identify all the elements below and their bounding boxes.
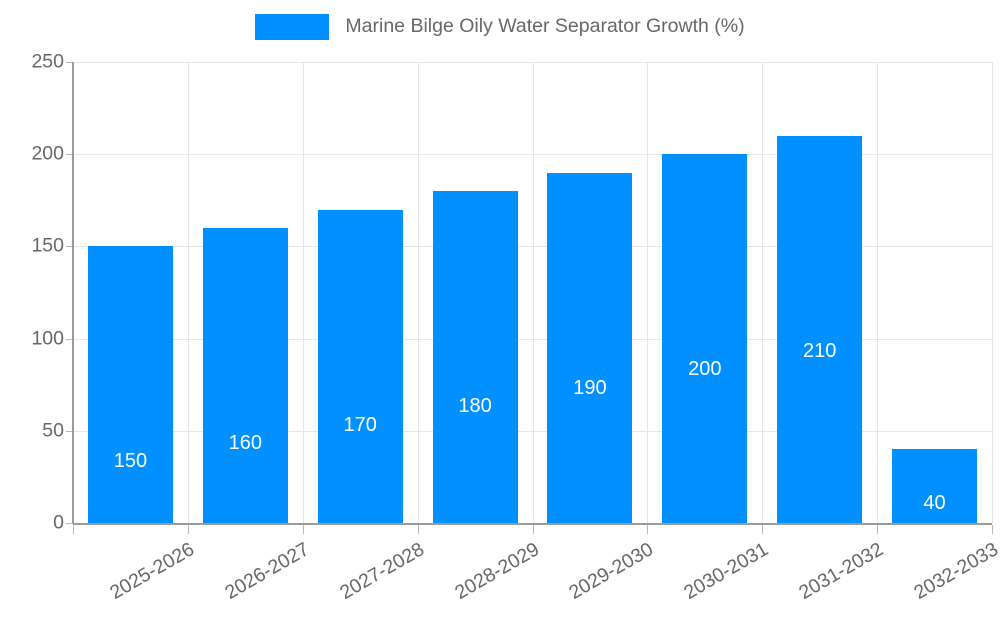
legend-color-swatch — [255, 14, 330, 40]
bar[interactable] — [892, 449, 978, 523]
y-axis-tick-label: 100 — [31, 326, 64, 349]
bar[interactable] — [547, 172, 633, 523]
gridline-horizontal — [73, 62, 992, 63]
chart-legend: Marine Bilge Oily Water Separator Growth… — [0, 14, 1000, 40]
y-axis-tick-label: 200 — [31, 142, 64, 165]
y-axis-tick-mark — [66, 431, 73, 432]
bar-value-label: 190 — [573, 376, 607, 399]
gridline-vertical — [762, 62, 763, 523]
gridline-vertical — [418, 62, 419, 523]
bar-value-label: 150 — [113, 450, 148, 473]
bar[interactable] — [87, 246, 173, 523]
y-axis-line — [72, 62, 74, 524]
y-axis-tick-mark — [66, 339, 73, 340]
gridline-vertical — [303, 62, 304, 523]
y-axis-tick-mark — [66, 62, 73, 63]
bar[interactable] — [777, 135, 863, 523]
x-axis-tick-mark — [533, 525, 534, 534]
y-axis-tick-mark — [66, 523, 73, 524]
gridline-horizontal — [73, 338, 992, 340]
bar-value-label: 160 — [228, 431, 262, 454]
x-axis-tick-mark — [992, 525, 993, 534]
bar-value-label: 180 — [458, 395, 492, 418]
x-axis-tick-mark — [877, 525, 878, 534]
bar[interactable] — [432, 191, 518, 523]
y-axis-tick-label: 150 — [31, 234, 64, 257]
bar[interactable] — [202, 227, 288, 523]
gridline-vertical — [877, 62, 878, 523]
x-axis-tick-mark — [303, 525, 304, 534]
legend-label: Marine Bilge Oily Water Separator Growth… — [345, 15, 745, 38]
x-axis-tick-mark — [188, 525, 189, 534]
x-axis-tick-mark — [762, 525, 763, 534]
gridline-vertical — [188, 62, 189, 523]
bar-value-label: 40 — [923, 492, 946, 514]
y-axis: 0 50 100 150 200 250 — [0, 0, 73, 600]
bar[interactable] — [317, 209, 403, 523]
gridline-horizontal — [73, 430, 992, 432]
x-axis-line — [73, 523, 992, 525]
x-axis-tick-mark — [418, 525, 419, 534]
x-axis-tick-mark — [647, 525, 648, 534]
y-axis-tick-mark — [66, 154, 73, 155]
y-axis-tick-label: 50 — [42, 419, 64, 442]
y-axis-tick-label: 0 — [53, 511, 64, 534]
gridline-horizontal — [73, 246, 992, 248]
gridline-vertical — [533, 62, 534, 523]
bar-value-label: 200 — [688, 358, 722, 381]
gridline-vertical — [992, 62, 993, 523]
y-axis-tick-label: 250 — [31, 50, 64, 73]
gridline-vertical — [647, 62, 648, 523]
gridline-horizontal — [73, 154, 992, 156]
y-axis-tick-mark — [66, 246, 73, 247]
bar[interactable] — [662, 154, 748, 523]
x-axis-tick-mark — [73, 525, 74, 534]
bar-chart: Marine Bilge Oily Water Separator Growth… — [0, 0, 1000, 604]
bar-value-label: 170 — [343, 413, 377, 436]
bar-value-label: 210 — [802, 339, 837, 362]
